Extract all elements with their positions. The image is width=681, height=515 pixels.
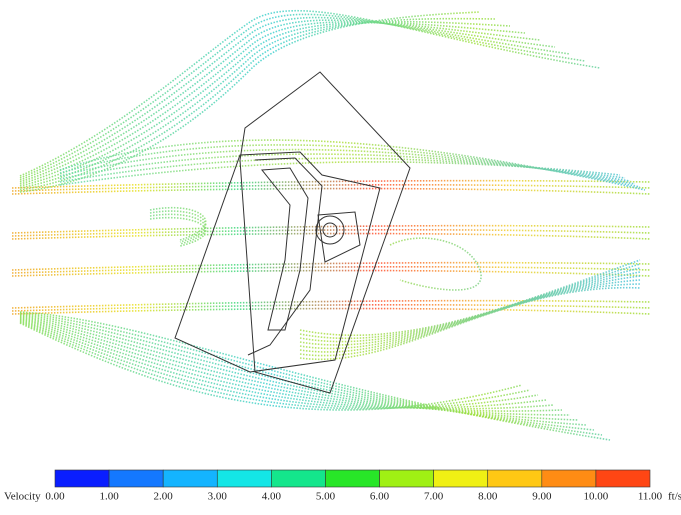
colorbar-segment [542, 470, 596, 487]
colorbar-segment [434, 470, 488, 487]
streamline [20, 11, 600, 176]
colorbar-segment [596, 470, 650, 487]
colorbar-tick-label: 11.00 [638, 491, 663, 503]
colorbar-segment [55, 470, 109, 487]
streamline [150, 211, 206, 242]
colorbar-segment [271, 470, 325, 487]
streamline [20, 22, 510, 188]
colorbar-tick-label: 7.00 [424, 491, 444, 503]
streamline [12, 309, 650, 314]
colorbar-tick-label: 5.00 [316, 491, 336, 503]
colorbar-tick-label: 6.00 [370, 491, 390, 503]
colorbar-label: Velocity [4, 491, 41, 503]
colorbar-segment [217, 470, 271, 487]
colorbar-unit: ft/s [668, 491, 681, 503]
streamline [12, 234, 650, 239]
streamline [12, 189, 650, 194]
colorbar: Velocity 0.00 1.00 2.00 3.00 4.00 5.00 6.00 7.0… [4, 470, 681, 503]
streamline [60, 158, 625, 182]
colorbar-tick-label: 9.00 [532, 491, 552, 503]
streamline [20, 323, 522, 410]
streamline [20, 321, 538, 408]
colorbar-tick-label: 4.00 [262, 491, 282, 503]
colorbar-tick-label: 10.00 [584, 491, 609, 503]
streamlines [12, 11, 650, 440]
colorbar-tick-label: 8.00 [478, 491, 498, 503]
colorbar-segment [488, 470, 542, 487]
colorbar-tick-label: 1.00 [99, 491, 119, 503]
colorbar-tick-label: 2.00 [154, 491, 174, 503]
colorbar-segment [163, 470, 217, 487]
colorbar-segment [325, 470, 379, 487]
colorbar-segment [109, 470, 163, 487]
colorbar-tick-label: 3.00 [208, 491, 228, 503]
streamline [20, 19, 495, 190]
streamline [12, 271, 650, 276]
streamline [390, 238, 481, 290]
colorbar-tick-label: 0.00 [45, 491, 65, 503]
streamline [20, 313, 602, 435]
colorbar-segment [380, 470, 434, 487]
flow-visualization: Velocity 0.00 1.00 2.00 3.00 4.00 5.00 6.00 7.0… [0, 0, 681, 515]
streamline [20, 20, 555, 182]
streamline [20, 318, 562, 411]
